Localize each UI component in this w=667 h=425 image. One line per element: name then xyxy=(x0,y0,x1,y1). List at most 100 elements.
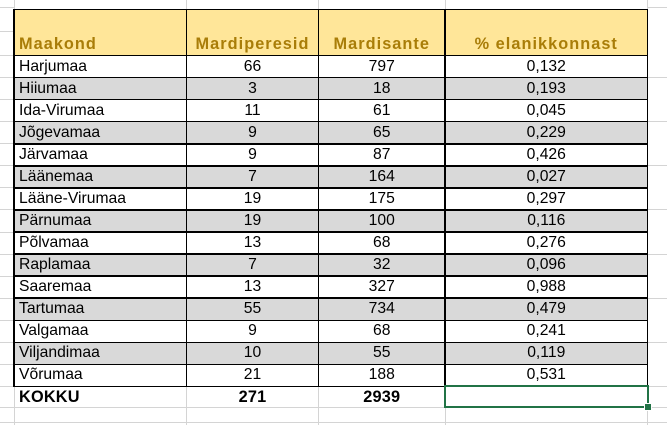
data-cell-sante[interactable]: 797 xyxy=(368,57,395,75)
data-cell-pct[interactable]: 0,193 xyxy=(526,79,566,97)
data-cell-pct[interactable]: 0,132 xyxy=(526,57,566,75)
data-cell-peresid[interactable]: 9 xyxy=(248,123,257,141)
data-cell-sante[interactable]: 87 xyxy=(373,145,391,163)
data-cell-peresid[interactable]: 19 xyxy=(243,211,262,229)
data-cell-peresid[interactable]: 3 xyxy=(248,79,257,97)
gridline-horizontal xyxy=(647,386,667,387)
fill-handle[interactable] xyxy=(644,403,652,411)
data-cell-maakond[interactable]: Raplamaa xyxy=(19,256,91,274)
table-border-vertical xyxy=(317,9,320,387)
data-cell-pct[interactable]: 0,426 xyxy=(526,145,566,163)
data-cell-maakond[interactable]: Läänemaa xyxy=(19,167,94,185)
data-cell-pct[interactable]: 0,096 xyxy=(526,256,566,274)
data-cell-peresid[interactable]: 10 xyxy=(243,344,262,362)
data-cell-maakond[interactable]: Harjumaa xyxy=(19,57,88,75)
data-cell-maakond[interactable]: Põlvamaa xyxy=(19,234,89,252)
gridline-horizontal xyxy=(0,341,14,343)
data-cell-maakond[interactable]: Viljandimaa xyxy=(19,344,100,362)
data-cell-peresid[interactable]: 7 xyxy=(248,167,257,185)
data-cell-peresid[interactable]: 13 xyxy=(243,234,262,252)
data-cell-sante[interactable]: 61 xyxy=(373,101,391,119)
data-cell-sante[interactable]: 327 xyxy=(368,278,395,296)
data-cell-sante[interactable]: 100 xyxy=(368,211,395,229)
data-cell-maakond[interactable]: Saaremaa xyxy=(19,278,92,296)
data-cell-sante[interactable]: 68 xyxy=(373,322,391,340)
selected-cell[interactable] xyxy=(443,384,652,411)
data-cell-peresid[interactable]: 11 xyxy=(244,101,261,119)
data-cell-peresid[interactable]: 9 xyxy=(248,322,257,340)
gridline-horizontal xyxy=(0,209,14,211)
data-cell-maakond[interactable]: Võrumaa xyxy=(19,366,83,384)
data-cell-pct[interactable]: 0,119 xyxy=(527,344,566,362)
total-cell-sante[interactable]: 2939 xyxy=(363,387,401,406)
data-cell-peresid[interactable]: 9 xyxy=(248,145,257,163)
striped-row-fill xyxy=(14,165,648,188)
data-cell-sante[interactable]: 175 xyxy=(368,189,395,207)
total-cell-maakond[interactable]: KOKKU xyxy=(19,387,80,406)
data-cell-pct[interactable]: 0,479 xyxy=(526,300,566,318)
column-header-maakond[interactable]: Maakond xyxy=(19,35,97,53)
data-cell-maakond[interactable]: Tartumaa xyxy=(19,300,85,318)
gridline-vertical xyxy=(318,387,319,425)
gridline-horizontal xyxy=(0,143,14,145)
data-cell-maakond[interactable]: Pärnumaa xyxy=(19,211,92,229)
column-header-pct[interactable]: % elanikkonnast xyxy=(474,35,618,53)
data-cell-pct[interactable]: 0,241 xyxy=(526,322,566,340)
data-cell-sante[interactable]: 32 xyxy=(373,256,391,274)
data-cell-peresid[interactable]: 21 xyxy=(243,366,262,384)
gridline-horizontal xyxy=(0,422,667,423)
table-border-horizontal xyxy=(13,341,649,344)
data-cell-maakond[interactable]: Jõgevamaa xyxy=(19,123,101,141)
striped-row-fill xyxy=(14,254,648,277)
gridline-horizontal xyxy=(0,319,14,321)
gridline-horizontal xyxy=(0,31,14,32)
data-cell-pct[interactable]: 0,276 xyxy=(526,234,566,252)
gridline-horizontal xyxy=(647,209,667,211)
data-cell-peresid[interactable]: 66 xyxy=(243,57,262,75)
gridline-horizontal xyxy=(647,341,667,343)
striped-row-fill xyxy=(14,298,648,321)
table-border-horizontal xyxy=(13,385,649,388)
data-cell-maakond[interactable]: Järvamaa xyxy=(19,145,88,163)
data-cell-sante[interactable]: 68 xyxy=(373,234,391,252)
data-cell-peresid[interactable]: 19 xyxy=(243,189,262,207)
data-cell-sante[interactable]: 55 xyxy=(373,344,391,362)
data-cell-pct[interactable]: 0,027 xyxy=(526,167,566,185)
table-border-horizontal xyxy=(13,319,649,322)
table-border-horizontal xyxy=(13,253,649,255)
column-header-sante[interactable]: Mardisante xyxy=(333,35,430,53)
table-border-horizontal xyxy=(13,209,649,211)
gridline-horizontal xyxy=(0,275,14,277)
table-border-horizontal xyxy=(13,98,649,101)
data-cell-pct[interactable]: 0,988 xyxy=(526,278,566,296)
gridline-horizontal xyxy=(647,121,667,123)
data-cell-sante[interactable]: 18 xyxy=(373,79,391,97)
data-cell-sante[interactable]: 734 xyxy=(368,300,395,318)
data-cell-pct[interactable]: 0,229 xyxy=(526,123,566,141)
gridline-horizontal xyxy=(0,297,14,299)
data-cell-pct[interactable]: 0,045 xyxy=(526,101,566,119)
gridline-vertical xyxy=(318,0,319,9)
data-cell-maakond[interactable]: Ida-Virumaa xyxy=(19,101,105,119)
data-cell-sante[interactable]: 164 xyxy=(368,167,395,185)
data-cell-pct[interactable]: 0,297 xyxy=(526,189,566,207)
total-cell-peresid[interactable]: 271 xyxy=(238,387,267,406)
data-cell-maakond[interactable]: Lääne-Virumaa xyxy=(19,189,126,207)
column-header-peresid[interactable]: Mardiperesid xyxy=(195,35,310,53)
gridline-horizontal xyxy=(647,77,667,79)
data-cell-sante[interactable]: 188 xyxy=(368,366,395,384)
gridline-horizontal xyxy=(0,55,14,56)
data-cell-sante[interactable]: 65 xyxy=(373,123,391,141)
data-cell-pct[interactable]: 0,531 xyxy=(526,366,566,384)
data-cell-peresid[interactable]: 55 xyxy=(243,300,262,318)
data-cell-peresid[interactable]: 13 xyxy=(243,278,262,296)
data-cell-maakond[interactable]: Hiiumaa xyxy=(19,79,77,97)
gridline-vertical xyxy=(13,0,15,9)
gridline-vertical xyxy=(444,0,446,9)
gridline-horizontal xyxy=(647,7,667,8)
data-cell-maakond[interactable]: Valgamaa xyxy=(19,322,89,340)
data-cell-peresid[interactable]: 7 xyxy=(248,256,257,274)
data-cell-pct[interactable]: 0,116 xyxy=(527,211,566,229)
gridline-horizontal xyxy=(0,99,14,101)
